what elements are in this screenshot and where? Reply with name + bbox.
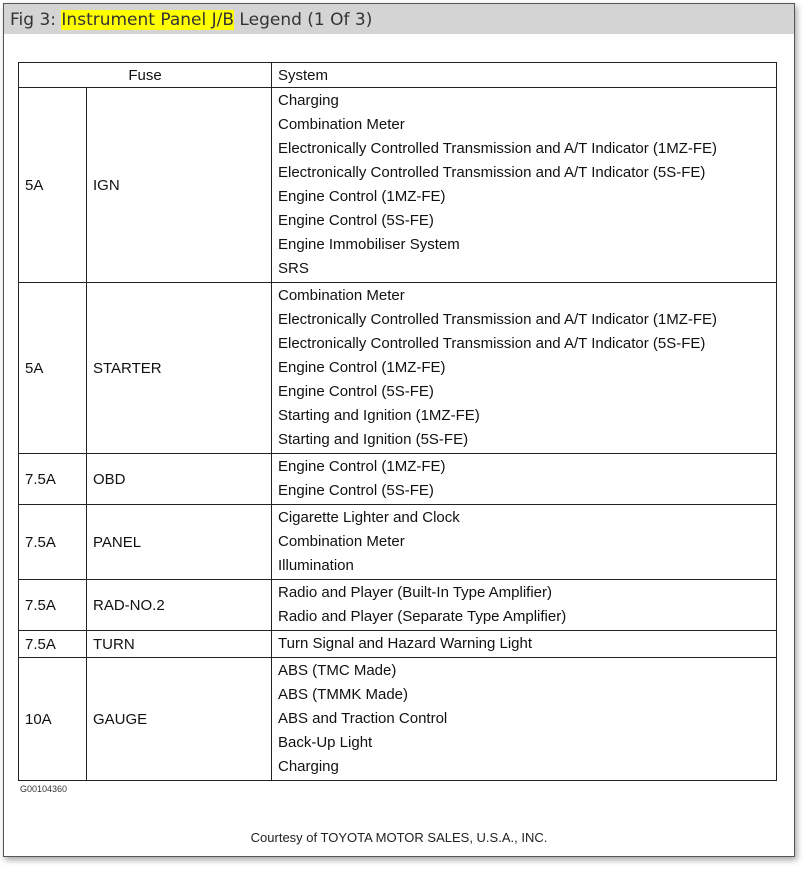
system-item: Turn Signal and Hazard Warning Light bbox=[278, 635, 533, 652]
header-system: System bbox=[271, 62, 777, 88]
fuse-name: STARTER bbox=[86, 282, 272, 454]
table-row: 7.5A RAD-NO.2 Radio and Player (Built-In T… bbox=[18, 579, 777, 631]
system-item: Engine Control (1MZ-FE) bbox=[278, 359, 446, 376]
title-prefix: Fig 3: bbox=[10, 10, 62, 30]
table-row: 7.5A TURN Turn Signal and Hazard Warning L… bbox=[18, 630, 777, 658]
system-item: Electronically Controlled Transmission a… bbox=[278, 140, 718, 157]
fuse-amperage: 7.5A bbox=[18, 630, 87, 658]
system-item: Electronically Controlled Transmission a… bbox=[278, 311, 718, 328]
system-item: ABS (TMMK Made) bbox=[278, 686, 409, 703]
system-item: Engine Control (5S-FE) bbox=[278, 212, 434, 229]
fuse-name: PANEL bbox=[86, 504, 272, 580]
system-item: Engine Control (5S-FE) bbox=[278, 383, 434, 400]
system-list: Cigarette Lighter and Clock Combination M… bbox=[271, 504, 777, 580]
system-item: ABS (TMC Made) bbox=[278, 662, 397, 679]
table-row: 7.5A OBD Engine Control (1MZ-FE) Engine Con… bbox=[18, 453, 777, 505]
system-item: Combination Meter bbox=[278, 533, 405, 550]
figure-code: G00104360 bbox=[20, 784, 68, 794]
system-item: Combination Meter bbox=[278, 116, 405, 133]
fuse-legend-table: Fuse System 5A IGN Charging Combination Met… bbox=[18, 62, 777, 781]
fuse-amperage: 7.5A bbox=[18, 453, 87, 505]
system-item: Starting and Ignition (5S-FE) bbox=[278, 431, 469, 448]
figure-frame: Fig 3: Instrument Panel J/B Legend (1 Of… bbox=[3, 3, 795, 857]
fuse-name: TURN bbox=[86, 630, 272, 658]
header-fuse: Fuse bbox=[18, 62, 272, 88]
fuse-amperage: 7.5A bbox=[18, 504, 87, 580]
system-item: Cigarette Lighter and Clock bbox=[278, 509, 460, 526]
system-item: Engine Immobiliser System bbox=[278, 236, 460, 253]
system-list: Charging Combination Meter Electronically … bbox=[271, 87, 777, 283]
figure-title: Fig 3: Instrument Panel J/B Legend (1 Of… bbox=[4, 4, 794, 34]
title-suffix: Legend (1 Of 3) bbox=[234, 10, 373, 30]
system-item: ABS and Traction Control bbox=[278, 710, 448, 727]
system-item: Back-Up Light bbox=[278, 734, 373, 751]
fuse-name: IGN bbox=[86, 87, 272, 283]
title-highlight: Instrument Panel J/B bbox=[61, 10, 235, 30]
system-item: Illumination bbox=[278, 557, 354, 574]
table-row: 10A GAUGE ABS (TMC Made) ABS (TMMK Made) ABS… bbox=[18, 657, 777, 781]
system-item: Engine Control (5S-FE) bbox=[278, 482, 434, 499]
system-list: Combination Meter Electronically Controll… bbox=[271, 282, 777, 454]
fuse-name: GAUGE bbox=[86, 657, 272, 781]
system-list: Engine Control (1MZ-FE) Engine Control (5… bbox=[271, 453, 777, 505]
system-item: Engine Control (1MZ-FE) bbox=[278, 188, 446, 205]
system-item: Electronically Controlled Transmission a… bbox=[278, 335, 706, 352]
system-item: Charging bbox=[278, 758, 339, 775]
fuse-amperage: 5A bbox=[18, 87, 87, 283]
table-row: 7.5A PANEL Cigarette Lighter and Clock Comb… bbox=[18, 504, 777, 580]
fuse-name: OBD bbox=[86, 453, 272, 505]
system-item: Radio and Player (Separate Type Amplifie… bbox=[278, 608, 567, 625]
table-row: 5A STARTER Combination Meter Electronically… bbox=[18, 282, 777, 454]
system-item: SRS bbox=[278, 260, 309, 277]
fuse-amperage: 7.5A bbox=[18, 579, 87, 631]
table-row: 5A IGN Charging Combination Meter Electronic… bbox=[18, 87, 777, 283]
system-item: Electronically Controlled Transmission a… bbox=[278, 164, 706, 181]
fuse-name: RAD-NO.2 bbox=[86, 579, 272, 631]
fuse-amperage: 5A bbox=[18, 282, 87, 454]
system-item: Radio and Player (Built-In Type Amplifie… bbox=[278, 584, 553, 601]
fuse-amperage: 10A bbox=[18, 657, 87, 781]
system-list: ABS (TMC Made) ABS (TMMK Made) ABS and Tra… bbox=[271, 657, 777, 781]
courtesy-text: Courtesy of TOYOTA MOTOR SALES, U.S.A., … bbox=[250, 830, 548, 845]
system-item: Starting and Ignition (1MZ-FE) bbox=[278, 407, 480, 424]
table-header-row: Fuse System bbox=[18, 62, 777, 88]
system-list: Turn Signal and Hazard Warning Light bbox=[271, 630, 777, 658]
system-item: Charging bbox=[278, 92, 339, 109]
system-item: Combination Meter bbox=[278, 287, 405, 304]
system-list: Radio and Player (Built-In Type Amplifie… bbox=[271, 579, 777, 631]
system-item: Engine Control (1MZ-FE) bbox=[278, 458, 446, 475]
